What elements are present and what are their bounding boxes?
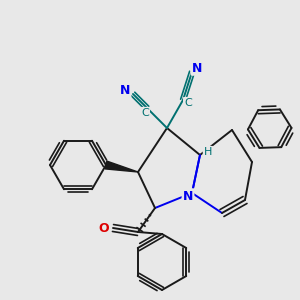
Text: C: C [141, 108, 149, 118]
Text: H: H [204, 147, 212, 157]
Text: N: N [192, 61, 202, 74]
Text: N: N [120, 85, 130, 98]
Text: N: N [120, 85, 130, 98]
Text: N: N [183, 190, 193, 202]
Polygon shape [105, 161, 138, 172]
Text: O: O [99, 223, 109, 236]
Text: C: C [184, 98, 192, 108]
Text: C: C [184, 98, 192, 108]
Text: N: N [183, 190, 193, 202]
Text: H: H [204, 147, 212, 157]
Text: O: O [99, 223, 109, 236]
Text: C: C [141, 108, 149, 118]
Text: N: N [192, 61, 202, 74]
